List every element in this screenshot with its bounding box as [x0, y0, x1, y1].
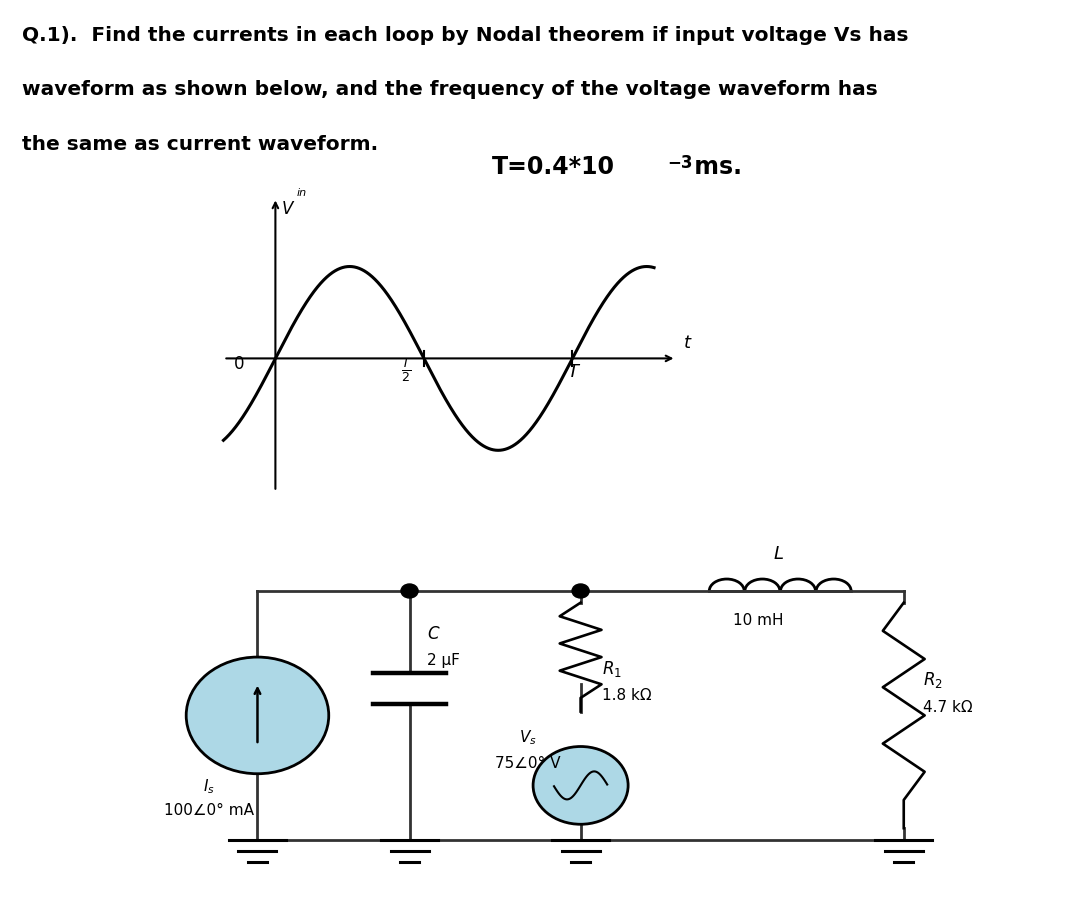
Text: 2 μF: 2 μF: [427, 653, 459, 668]
Text: waveform as shown below, and the frequency of the voltage waveform has: waveform as shown below, and the frequen…: [22, 80, 877, 99]
Text: −3: −3: [667, 153, 693, 172]
Circle shape: [534, 746, 629, 824]
Text: $R_1$: $R_1$: [602, 659, 621, 679]
Text: T: T: [567, 363, 578, 380]
Text: $I_s$: $I_s$: [203, 777, 215, 796]
Text: Q.1).  Find the currents in each loop by Nodal theorem if input voltage Vs has: Q.1). Find the currents in each loop by …: [22, 26, 908, 45]
Text: the same as current waveform.: the same as current waveform.: [22, 134, 378, 153]
Circle shape: [572, 584, 590, 598]
Text: T=0.4*10: T=0.4*10: [491, 155, 615, 179]
Text: 100∠0° mA: 100∠0° mA: [164, 803, 254, 818]
Text: V: V: [281, 200, 293, 219]
Text: $\frac{T}{2}$: $\frac{T}{2}$: [401, 357, 411, 384]
Text: 1.8 kΩ: 1.8 kΩ: [602, 688, 651, 703]
Text: 10 mH: 10 mH: [732, 613, 783, 628]
Text: 0: 0: [233, 356, 244, 373]
Text: 75∠0° V: 75∠0° V: [495, 756, 561, 771]
Circle shape: [401, 584, 418, 598]
Text: $C$: $C$: [427, 625, 441, 642]
Text: $R_2$: $R_2$: [922, 671, 943, 690]
Text: $L$: $L$: [773, 545, 784, 562]
Text: 4.7 kΩ: 4.7 kΩ: [922, 700, 972, 715]
Text: in: in: [296, 188, 307, 199]
Text: t: t: [684, 334, 691, 352]
Circle shape: [186, 657, 328, 774]
Text: ms.: ms.: [686, 155, 742, 179]
Text: $V_s$: $V_s$: [518, 728, 537, 746]
